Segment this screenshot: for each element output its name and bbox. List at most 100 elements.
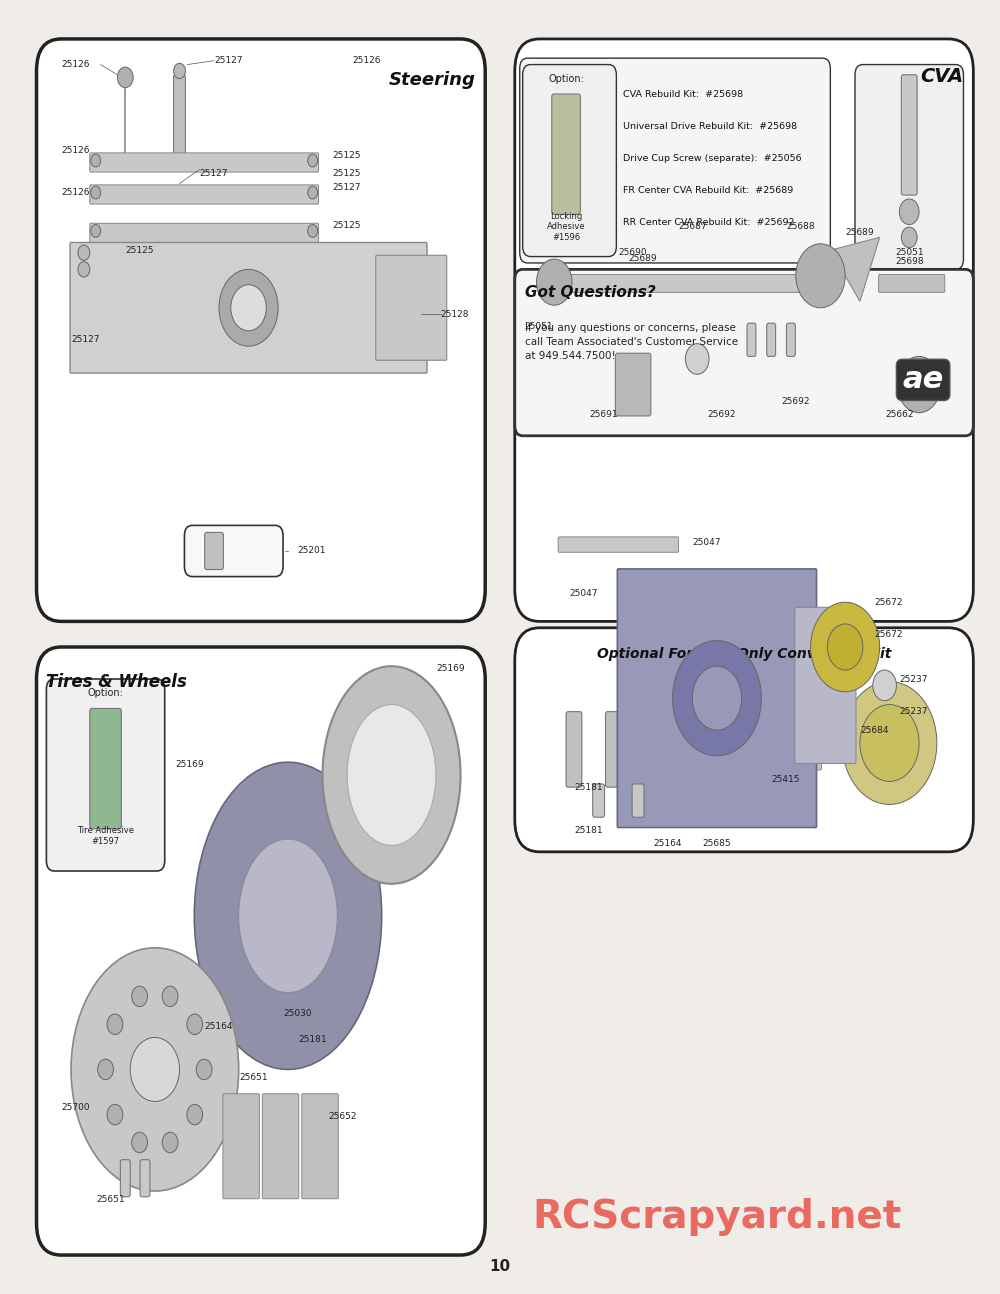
Circle shape: [91, 186, 101, 199]
Circle shape: [174, 63, 185, 79]
Text: Drive Cup Screw (separate):  #25056: Drive Cup Screw (separate): #25056: [623, 154, 802, 163]
Circle shape: [231, 285, 266, 331]
FancyBboxPatch shape: [376, 255, 447, 360]
FancyBboxPatch shape: [520, 58, 830, 263]
Text: 25030: 25030: [284, 1009, 312, 1018]
Text: 25201: 25201: [298, 546, 326, 555]
Text: 25692: 25692: [781, 397, 810, 406]
Ellipse shape: [347, 705, 436, 845]
Text: 25127: 25127: [199, 168, 228, 177]
FancyBboxPatch shape: [515, 628, 973, 851]
Text: 25125: 25125: [332, 168, 361, 177]
Text: Tires & Wheels: Tires & Wheels: [46, 673, 187, 691]
Circle shape: [308, 186, 318, 199]
FancyBboxPatch shape: [566, 712, 582, 787]
FancyBboxPatch shape: [302, 1093, 338, 1198]
Text: Tire Adhesive
#1597: Tire Adhesive #1597: [77, 826, 134, 845]
Text: Optional Forward Only Conversion Kit: Optional Forward Only Conversion Kit: [597, 647, 891, 661]
Text: 25125: 25125: [125, 246, 154, 255]
Text: CVA Rebuild Kit:  #25698: CVA Rebuild Kit: #25698: [623, 91, 743, 100]
Text: 25127: 25127: [71, 335, 100, 344]
Text: FR Center CVA Rebuild Kit:  #25689: FR Center CVA Rebuild Kit: #25689: [623, 186, 794, 195]
Circle shape: [673, 641, 761, 756]
Circle shape: [899, 199, 919, 225]
Circle shape: [811, 602, 880, 692]
FancyBboxPatch shape: [593, 784, 605, 818]
Circle shape: [901, 228, 917, 247]
FancyBboxPatch shape: [205, 532, 223, 569]
Text: 25181: 25181: [574, 826, 603, 835]
FancyBboxPatch shape: [46, 679, 165, 871]
Text: 25125: 25125: [332, 221, 361, 230]
Text: CVA: CVA: [920, 67, 963, 87]
FancyBboxPatch shape: [90, 224, 319, 242]
FancyBboxPatch shape: [120, 1159, 130, 1197]
Text: 25687: 25687: [678, 223, 707, 230]
Text: 25125: 25125: [332, 151, 361, 160]
Circle shape: [860, 705, 919, 782]
FancyBboxPatch shape: [879, 274, 945, 292]
FancyBboxPatch shape: [568, 274, 817, 292]
Text: 25126: 25126: [61, 60, 90, 69]
Circle shape: [130, 1038, 180, 1101]
Text: 25692: 25692: [707, 410, 736, 419]
Text: 25662: 25662: [885, 410, 914, 419]
Text: 25181: 25181: [574, 783, 603, 792]
Circle shape: [219, 269, 278, 347]
Text: 25651: 25651: [96, 1194, 125, 1203]
Circle shape: [91, 154, 101, 167]
Circle shape: [196, 1060, 212, 1079]
Text: Universal Drive Rebuild Kit:  #25698: Universal Drive Rebuild Kit: #25698: [623, 122, 797, 131]
FancyBboxPatch shape: [262, 1093, 299, 1198]
FancyBboxPatch shape: [184, 525, 283, 577]
Text: 25690: 25690: [619, 247, 647, 256]
FancyBboxPatch shape: [855, 65, 963, 269]
Text: 25237: 25237: [899, 707, 928, 716]
FancyBboxPatch shape: [37, 647, 485, 1255]
Text: 25181: 25181: [298, 1035, 327, 1044]
FancyBboxPatch shape: [681, 751, 821, 770]
Circle shape: [132, 1132, 148, 1153]
FancyBboxPatch shape: [901, 75, 917, 195]
Ellipse shape: [194, 762, 382, 1069]
Text: 10: 10: [489, 1259, 511, 1275]
Text: 25698: 25698: [895, 256, 924, 265]
Text: 25689: 25689: [629, 254, 657, 263]
Text: 25689: 25689: [846, 228, 874, 237]
Text: 25128: 25128: [441, 309, 469, 318]
FancyBboxPatch shape: [606, 712, 621, 787]
Circle shape: [98, 1060, 113, 1079]
FancyBboxPatch shape: [37, 39, 485, 621]
Ellipse shape: [322, 666, 461, 884]
Text: 25051: 25051: [525, 322, 553, 331]
Circle shape: [873, 670, 896, 701]
Circle shape: [91, 225, 101, 237]
Text: 25164: 25164: [205, 1022, 233, 1031]
Circle shape: [187, 1014, 203, 1034]
Text: 25651: 25651: [239, 1073, 268, 1082]
Ellipse shape: [239, 839, 337, 992]
Circle shape: [308, 154, 318, 167]
FancyBboxPatch shape: [174, 75, 185, 170]
FancyBboxPatch shape: [558, 537, 678, 553]
FancyBboxPatch shape: [90, 708, 121, 828]
FancyBboxPatch shape: [515, 269, 973, 436]
FancyBboxPatch shape: [786, 324, 795, 356]
FancyBboxPatch shape: [523, 65, 616, 256]
Text: RCScrapyard.net: RCScrapyard.net: [532, 1198, 902, 1236]
FancyBboxPatch shape: [617, 569, 817, 827]
Text: 25127: 25127: [332, 182, 361, 192]
Text: 25051: 25051: [895, 247, 924, 256]
Text: If you any questions or concerns, please
call Team Associated's Customer Service: If you any questions or concerns, please…: [525, 324, 738, 361]
Circle shape: [827, 624, 863, 670]
Text: 25685: 25685: [703, 839, 731, 848]
Circle shape: [162, 1132, 178, 1153]
Circle shape: [685, 344, 709, 374]
Text: Locking
Adhesive
#1596: Locking Adhesive #1596: [547, 212, 585, 242]
Text: 25672: 25672: [875, 630, 903, 639]
Text: 25691: 25691: [589, 410, 618, 419]
Text: RR Center CVA Rebuild Kit:  #25692: RR Center CVA Rebuild Kit: #25692: [623, 219, 795, 228]
Circle shape: [897, 356, 941, 413]
Text: 25126: 25126: [61, 146, 90, 155]
FancyBboxPatch shape: [70, 242, 427, 373]
